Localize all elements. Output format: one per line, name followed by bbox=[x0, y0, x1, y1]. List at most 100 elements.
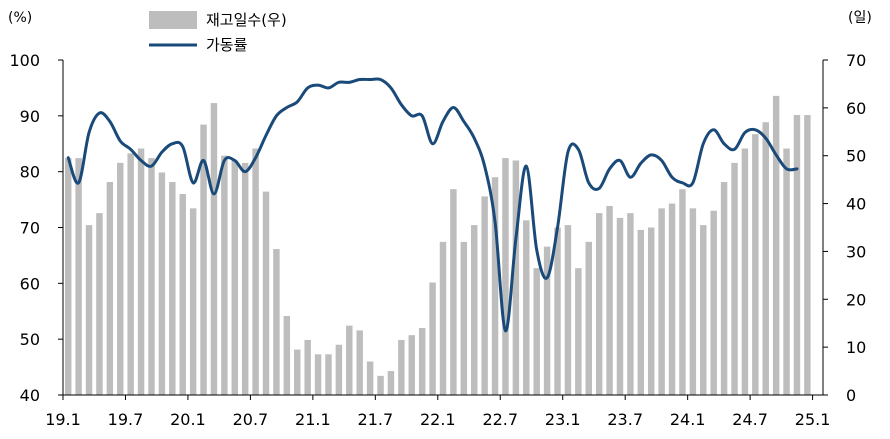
bar bbox=[793, 115, 801, 395]
left-axis-unit-label: (%) bbox=[8, 10, 32, 26]
bar bbox=[408, 335, 415, 395]
bar bbox=[314, 354, 322, 395]
bar bbox=[783, 148, 790, 395]
bar bbox=[387, 371, 395, 395]
x-tick-label: 20.7 bbox=[233, 410, 269, 429]
bar bbox=[491, 177, 499, 395]
bar bbox=[585, 241, 592, 395]
left-tick-label: 80 bbox=[20, 163, 40, 182]
left-tick-label: 50 bbox=[20, 330, 40, 349]
x-tick-label: 22.1 bbox=[420, 410, 456, 429]
left-tick-label: 100 bbox=[9, 51, 40, 70]
left-tick-label: 60 bbox=[20, 274, 40, 293]
bar bbox=[106, 182, 114, 395]
bar bbox=[158, 172, 166, 395]
bar bbox=[731, 162, 738, 395]
bar bbox=[117, 162, 124, 395]
bar bbox=[252, 148, 259, 395]
bar bbox=[273, 249, 280, 395]
bar bbox=[595, 213, 603, 395]
bar bbox=[148, 158, 155, 395]
bar bbox=[200, 124, 207, 396]
bar bbox=[606, 205, 613, 395]
bar bbox=[471, 225, 478, 395]
x-tick-label: 23.1 bbox=[545, 410, 581, 429]
bar bbox=[96, 213, 103, 395]
x-tick-label: 19.1 bbox=[45, 410, 81, 429]
bar bbox=[575, 268, 582, 395]
right-tick-label: 10 bbox=[846, 338, 866, 357]
bar bbox=[189, 208, 197, 395]
bar bbox=[647, 227, 655, 395]
utilization-line bbox=[66, 77, 799, 333]
bar bbox=[335, 344, 343, 395]
right-tick-label: 40 bbox=[846, 195, 866, 214]
x-tick-label: 19.7 bbox=[108, 410, 144, 429]
bar bbox=[137, 148, 145, 395]
bar bbox=[283, 316, 291, 395]
bar bbox=[481, 196, 488, 395]
bar bbox=[127, 153, 134, 395]
bar bbox=[658, 208, 665, 395]
bar bbox=[179, 194, 186, 395]
x-tick-label: 25.1 bbox=[795, 410, 831, 429]
bar bbox=[377, 375, 384, 395]
bar bbox=[294, 349, 301, 395]
bar bbox=[460, 241, 468, 395]
bar bbox=[356, 330, 363, 395]
x-tick-label: 23.7 bbox=[607, 410, 643, 429]
bar bbox=[398, 339, 405, 395]
x-tick-label: 24.1 bbox=[670, 410, 706, 429]
x-tick-label: 21.7 bbox=[358, 410, 394, 429]
bar bbox=[772, 95, 780, 395]
left-tick-label: 70 bbox=[20, 219, 40, 238]
bar bbox=[679, 189, 686, 395]
left-tick-label: 40 bbox=[20, 386, 40, 405]
bar bbox=[502, 158, 509, 395]
bar bbox=[627, 213, 634, 395]
bar bbox=[762, 122, 769, 396]
right-tick-label: 50 bbox=[846, 147, 866, 166]
bar bbox=[710, 210, 717, 395]
bar bbox=[169, 182, 176, 395]
x-tick-label: 22.7 bbox=[482, 410, 518, 429]
bar bbox=[346, 325, 353, 395]
bar bbox=[616, 217, 624, 395]
bar bbox=[450, 189, 457, 395]
bar bbox=[325, 354, 332, 395]
bar bbox=[512, 160, 520, 395]
right-tick-label: 70 bbox=[846, 51, 866, 70]
x-tick-label: 21.1 bbox=[295, 410, 331, 429]
bar bbox=[741, 148, 749, 395]
right-tick-label: 20 bbox=[846, 290, 866, 309]
bar bbox=[804, 115, 811, 395]
right-tick-label: 30 bbox=[846, 242, 866, 261]
bar bbox=[221, 155, 228, 395]
bar bbox=[439, 241, 447, 395]
axes: 40 50 60 70 80 90 100 0 10 20 30 40 50 60 70 19.1 19.7 20… bbox=[9, 51, 866, 429]
bar bbox=[366, 361, 374, 395]
bar bbox=[231, 160, 238, 395]
bar bbox=[75, 158, 82, 395]
bar bbox=[752, 134, 759, 395]
bar bbox=[564, 225, 572, 395]
bar-series-inventory-days bbox=[64, 95, 811, 396]
x-tick-label: 20.1 bbox=[170, 410, 206, 429]
right-tick-label: 60 bbox=[846, 99, 866, 118]
legend-swatch-inventory-days bbox=[149, 11, 197, 29]
bar bbox=[689, 208, 697, 395]
right-axis-unit-label: (일) bbox=[848, 10, 872, 26]
bar bbox=[210, 103, 218, 395]
bar bbox=[533, 268, 540, 395]
legend-label-utilization: 가동률 bbox=[206, 36, 248, 54]
line-series-utilization bbox=[66, 77, 799, 333]
bar bbox=[554, 227, 561, 395]
right-tick-label: 0 bbox=[846, 386, 856, 405]
bar bbox=[241, 162, 249, 395]
left-tick-label: 90 bbox=[20, 107, 40, 126]
bar bbox=[668, 203, 676, 395]
bar bbox=[304, 339, 311, 395]
legend: 재고일수(우) 가동률 bbox=[149, 11, 287, 54]
x-tick-label: 24.7 bbox=[732, 410, 768, 429]
